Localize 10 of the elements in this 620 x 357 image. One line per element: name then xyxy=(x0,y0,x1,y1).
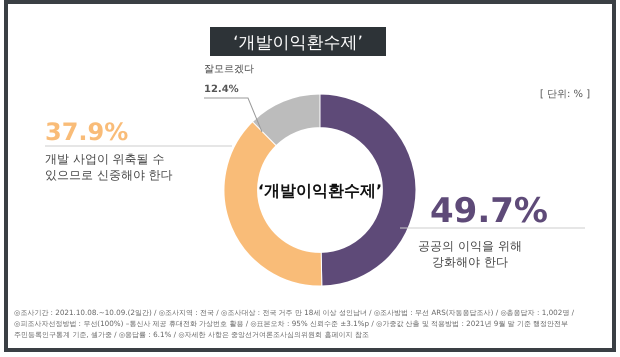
text: ‘개발이익환수제’ xyxy=(258,181,382,200)
data-label: 49.7% xyxy=(430,191,548,231)
data-label: 12.4% xyxy=(204,84,239,95)
chart-title: ‘개발이익환수제’ xyxy=(233,33,363,53)
slice-label: 개발 사업이 위축될 수 있으므로 신중해야 한다 xyxy=(45,152,173,182)
data-label: 37.9% xyxy=(45,118,128,146)
slice-label: 공공의 이익을 위해 강화해야 한다 xyxy=(418,239,522,269)
text: [ 단위: % ] xyxy=(540,89,590,100)
title: ‘개발이익환수제’ xyxy=(210,27,386,56)
slice-label: 잘모르겠다 xyxy=(204,64,254,75)
